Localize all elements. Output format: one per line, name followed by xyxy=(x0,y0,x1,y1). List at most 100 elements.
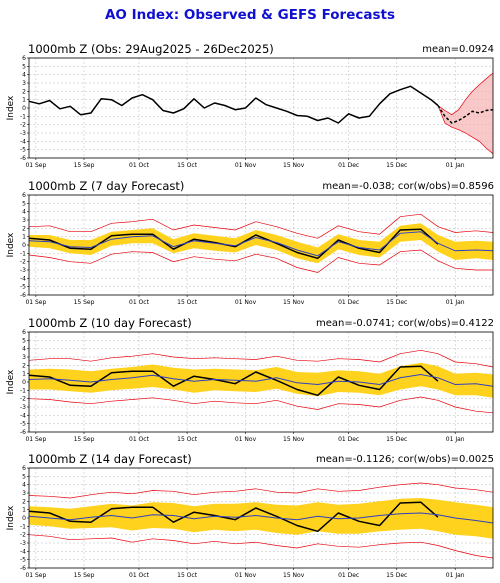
ensemble-envelope-high xyxy=(28,482,494,499)
y-tick-label: -6 xyxy=(20,565,26,572)
y-tick-label: -4 xyxy=(20,548,26,555)
ensemble-envelope-high xyxy=(28,213,494,239)
x-tick-label: 15 Nov xyxy=(283,572,305,579)
y-tick-label: 6 xyxy=(22,465,26,472)
panel-stat: mean=-0.0741; cor(w/obs)=0.4122 xyxy=(315,318,494,329)
y-tick-label: -1 xyxy=(20,523,26,530)
y-tick-label: 3 xyxy=(22,490,26,497)
x-tick-label: 01 Dec xyxy=(338,162,359,169)
y-tick-label: 3 xyxy=(22,80,26,87)
y-tick-label: 0 xyxy=(22,242,26,249)
spread-band xyxy=(29,223,493,264)
x-tick-label: 15 Dec xyxy=(386,299,407,306)
y-tick-label: 4 xyxy=(22,72,26,79)
y-tick-label: -6 xyxy=(20,429,26,436)
y-tick-label: 5 xyxy=(22,473,26,480)
forecast-mean-line xyxy=(28,512,494,524)
panel-title: 1000mb Z (Obs: 29Aug2025 - 26Dec2025) xyxy=(28,42,274,56)
y-tick-label: 2 xyxy=(22,88,26,95)
y-tick-label: 2 xyxy=(22,225,26,232)
y-tick-label: -3 xyxy=(20,130,26,137)
y-tick-label: 3 xyxy=(22,217,26,224)
ensemble-envelope-low xyxy=(28,534,494,559)
x-tick-label: 01 Sep xyxy=(25,436,46,443)
y-tick-label: 0 xyxy=(22,105,26,112)
y-tick-label: -4 xyxy=(20,412,26,419)
spread-band xyxy=(29,498,493,539)
y-tick-label: -4 xyxy=(20,275,26,282)
panel-stat: mean=0.0924 xyxy=(422,44,494,55)
x-tick-label: 15 Oct xyxy=(177,162,198,169)
y-tick-label: -6 xyxy=(20,292,26,299)
x-tick-label: 01 Sep xyxy=(25,299,46,306)
panel-stat: mean=-0.038; cor(w/obs)=0.8596 xyxy=(322,181,494,192)
y-axis-label: Index xyxy=(6,369,16,394)
x-tick-label: 15 Nov xyxy=(283,162,305,169)
y-tick-label: 2 xyxy=(22,362,26,369)
panel-title: 1000mb Z (10 day Forecast) xyxy=(28,316,192,330)
x-tick-label: 01 Jan xyxy=(446,299,465,306)
x-tick-label: 01 Dec xyxy=(338,436,359,443)
x-tick-label: 15 Nov xyxy=(283,299,305,306)
y-tick-label: -5 xyxy=(20,284,26,291)
y-tick-label: -2 xyxy=(20,122,26,129)
y-tick-label: 1 xyxy=(22,507,26,514)
y-tick-label: 3 xyxy=(22,354,26,361)
forecast-mean-line xyxy=(437,105,494,124)
x-tick-label: 15 Dec xyxy=(386,436,407,443)
panel-title: 1000mb Z (7 day Forecast) xyxy=(28,179,185,193)
y-tick-label: 0 xyxy=(22,379,26,386)
figure-title: AO Index: Observed & GEFS Forecasts xyxy=(104,7,395,23)
x-tick-label: 01 Nov xyxy=(235,572,257,579)
y-tick-label: -3 xyxy=(20,404,26,411)
y-tick-label: 0 xyxy=(22,515,26,522)
x-tick-label: 01 Oct xyxy=(129,572,150,579)
x-tick-label: 01 Nov xyxy=(235,436,257,443)
x-tick-label: 01 Sep xyxy=(25,572,46,579)
panel-title: 1000mb Z (14 day Forecast) xyxy=(28,452,192,466)
y-tick-label: -3 xyxy=(20,267,26,274)
ensemble-member-line xyxy=(437,72,494,116)
y-tick-label: -3 xyxy=(20,540,26,547)
y-tick-label: 6 xyxy=(22,55,26,62)
x-tick-label: 01 Sep xyxy=(25,162,46,169)
x-tick-label: 15 Oct xyxy=(177,436,198,443)
ensemble-envelope-low xyxy=(28,396,494,414)
observed-line xyxy=(28,365,439,397)
y-tick-label: -2 xyxy=(20,532,26,539)
y-tick-label: -2 xyxy=(20,396,26,403)
y-tick-label: 1 xyxy=(22,97,26,104)
x-tick-label: 01 Oct xyxy=(129,436,150,443)
y-tick-label: -1 xyxy=(20,387,26,394)
panel-stat: mean=-0.1126; cor(w/obs)=0.0025 xyxy=(315,454,494,465)
x-tick-label: 01 Jan xyxy=(446,436,465,443)
x-tick-label: 01 Oct xyxy=(129,299,150,306)
y-tick-label: -1 xyxy=(20,250,26,257)
x-tick-label: 15 Dec xyxy=(386,162,407,169)
x-tick-label: 15 Sep xyxy=(74,436,95,443)
y-tick-label: 1 xyxy=(22,371,26,378)
x-tick-label: 01 Jan xyxy=(446,572,465,579)
x-tick-label: 15 Dec xyxy=(386,572,407,579)
y-tick-label: 4 xyxy=(22,209,26,216)
y-tick-label: -5 xyxy=(20,557,26,564)
y-tick-label: -2 xyxy=(20,259,26,266)
x-tick-label: 01 Oct xyxy=(129,162,150,169)
x-tick-label: 15 Oct xyxy=(177,299,198,306)
x-tick-label: 01 Nov xyxy=(235,299,257,306)
y-tick-label: -1 xyxy=(20,113,26,120)
x-tick-label: 15 Sep xyxy=(74,299,95,306)
forecast-mean-line xyxy=(28,231,494,257)
ensemble-envelope-low xyxy=(28,249,493,273)
x-tick-label: 01 Dec xyxy=(338,572,359,579)
observed-line xyxy=(28,501,439,533)
y-tick-label: 5 xyxy=(22,200,26,207)
y-tick-label: 4 xyxy=(22,346,26,353)
y-tick-label: 5 xyxy=(22,337,26,344)
y-tick-label: 5 xyxy=(22,63,26,70)
x-tick-label: 15 Oct xyxy=(177,572,198,579)
ensemble-spread-band xyxy=(438,73,493,154)
x-tick-label: 01 Dec xyxy=(338,299,359,306)
ensemble-member-line xyxy=(437,105,494,155)
